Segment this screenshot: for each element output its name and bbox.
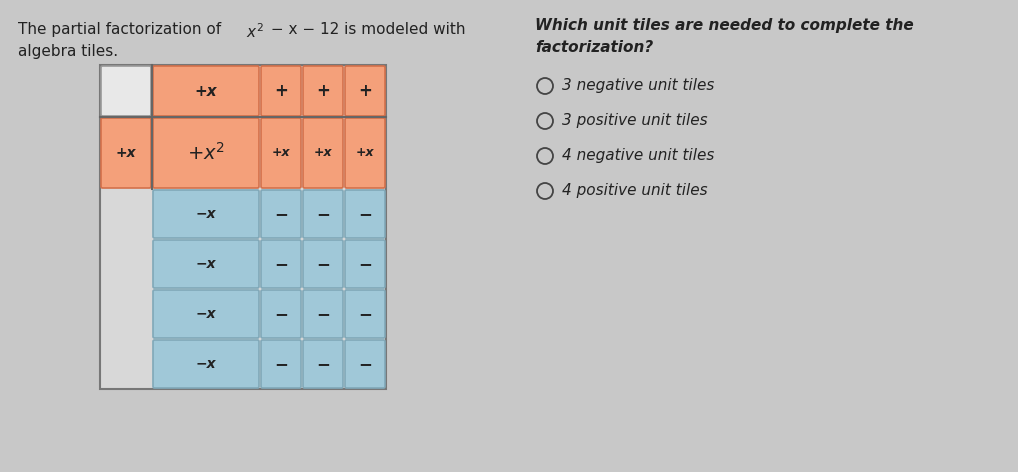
Text: −: − [274,305,288,323]
FancyBboxPatch shape [303,66,343,116]
Text: 3 negative unit tiles: 3 negative unit tiles [562,78,715,93]
FancyBboxPatch shape [101,66,151,116]
Text: The partial factorization of: The partial factorization of [18,22,226,37]
FancyBboxPatch shape [153,340,259,388]
Text: +x: +x [194,84,217,99]
Text: 3 positive unit tiles: 3 positive unit tiles [562,113,708,128]
Text: +x: +x [355,146,375,160]
Text: − x − 12 is modeled with: − x − 12 is modeled with [266,22,465,37]
Text: +x: +x [116,146,136,160]
Text: $+x^2$: $+x^2$ [187,142,225,164]
FancyBboxPatch shape [303,240,343,288]
Text: −: − [274,205,288,223]
FancyBboxPatch shape [345,190,385,238]
Bar [100,65,386,389]
Text: $x^2$: $x^2$ [246,22,264,41]
Text: −: − [358,205,372,223]
Text: −: − [358,255,372,273]
FancyBboxPatch shape [261,66,301,116]
Text: factorization?: factorization? [535,40,654,55]
Text: 4 positive unit tiles: 4 positive unit tiles [562,183,708,198]
FancyBboxPatch shape [303,290,343,338]
Text: −: − [316,255,330,273]
Text: +: + [316,82,330,100]
Text: −: − [316,205,330,223]
FancyBboxPatch shape [153,290,259,338]
FancyBboxPatch shape [153,118,259,188]
Text: −: − [358,355,372,373]
Text: Which unit tiles are needed to complete the: Which unit tiles are needed to complete … [535,18,914,33]
Text: −: − [274,355,288,373]
Text: −x: −x [195,207,216,221]
FancyBboxPatch shape [261,340,301,388]
Text: +x: +x [314,146,332,160]
FancyBboxPatch shape [345,290,385,338]
Text: −: − [358,305,372,323]
Text: −x: −x [195,257,216,271]
FancyBboxPatch shape [153,240,259,288]
FancyBboxPatch shape [153,66,259,116]
FancyBboxPatch shape [345,118,385,188]
FancyBboxPatch shape [101,118,151,188]
FancyBboxPatch shape [261,190,301,238]
FancyBboxPatch shape [153,190,259,238]
FancyBboxPatch shape [261,240,301,288]
FancyBboxPatch shape [303,340,343,388]
FancyBboxPatch shape [261,290,301,338]
Text: 4 negative unit tiles: 4 negative unit tiles [562,148,715,163]
Text: −x: −x [195,307,216,321]
FancyBboxPatch shape [345,66,385,116]
FancyBboxPatch shape [303,118,343,188]
Text: +x: +x [272,146,290,160]
FancyBboxPatch shape [345,240,385,288]
FancyBboxPatch shape [303,190,343,238]
Text: +: + [274,82,288,100]
Text: algebra tiles.: algebra tiles. [18,44,118,59]
Text: +: + [358,82,372,100]
FancyBboxPatch shape [261,118,301,188]
Text: −: − [316,305,330,323]
Text: −x: −x [195,357,216,371]
Text: −: − [274,255,288,273]
FancyBboxPatch shape [345,340,385,388]
Text: −: − [316,355,330,373]
